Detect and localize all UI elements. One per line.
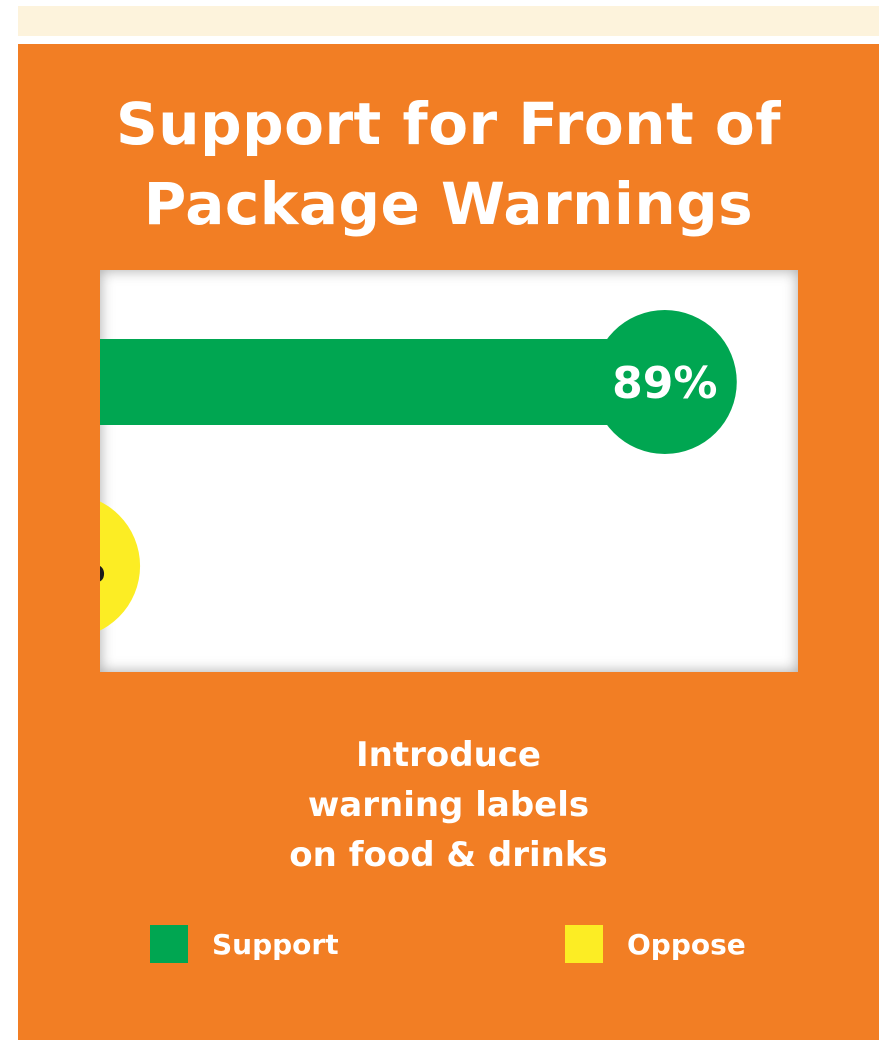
- legend-swatch-support: [150, 925, 188, 963]
- data-label-oppose: 4%: [100, 542, 105, 593]
- chart-panel: Support for Front of Package Warnings 89…: [18, 44, 879, 1040]
- legend-swatch-oppose: [565, 925, 603, 963]
- chart-title: Support for Front of Package Warnings: [116, 90, 781, 238]
- legend-label-support: Support: [212, 927, 339, 961]
- caption-line: warning labels: [307, 785, 590, 825]
- category-caption: Introduce warning labels on food & drink…: [18, 730, 879, 880]
- caption-line: Introduce: [356, 735, 541, 775]
- bar-end-oppose: [100, 501, 141, 631]
- data-label-support: 89%: [612, 358, 717, 409]
- top-strip: [18, 6, 879, 36]
- legend-item-oppose: Oppose: [565, 924, 746, 964]
- bar-end-support: [592, 310, 737, 454]
- bar-chart: 89% 4%: [100, 310, 737, 631]
- caption-line: on food & drinks: [289, 835, 608, 875]
- legend-item-support: Support: [150, 924, 339, 964]
- legend-label-oppose: Oppose: [627, 927, 746, 961]
- bar-support: [100, 339, 665, 425]
- plot-area: 89% 4%: [100, 270, 798, 672]
